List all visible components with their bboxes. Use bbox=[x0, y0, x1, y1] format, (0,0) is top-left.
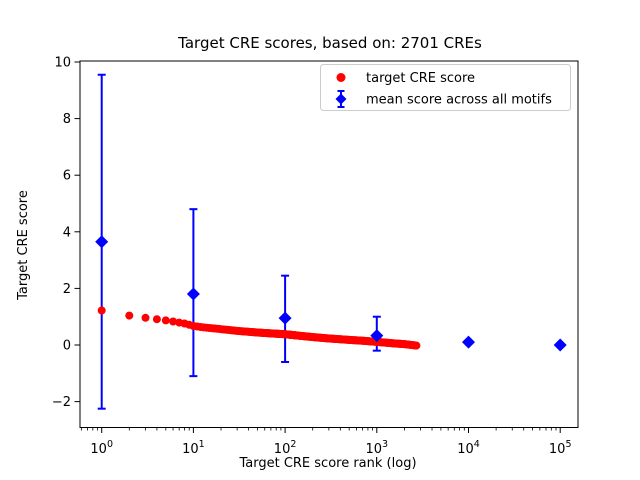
x-tick-label: 101 bbox=[182, 439, 205, 457]
y-tick-label: −2 bbox=[52, 395, 71, 410]
target-score-point bbox=[412, 341, 421, 350]
mean-score-diamond bbox=[553, 338, 567, 352]
mean-score-diamond bbox=[462, 335, 475, 349]
y-tick-label: 10 bbox=[54, 56, 71, 71]
target-score-point bbox=[152, 315, 161, 324]
y-tick-label: 8 bbox=[63, 112, 71, 127]
legend-target-score-dot-icon bbox=[336, 73, 346, 82]
mean-score-markers-layer bbox=[95, 235, 567, 352]
x-tick-label: 100 bbox=[90, 439, 113, 457]
legend-label-target-score: target CRE score bbox=[366, 71, 475, 86]
y-tick-label: 2 bbox=[63, 282, 71, 297]
y-tick-label: 4 bbox=[63, 225, 71, 240]
x-tick-label: 105 bbox=[549, 439, 572, 457]
x-axis-label: Target CRE score rank (log) bbox=[238, 456, 416, 471]
errorbar-lines-layer bbox=[97, 73, 381, 410]
target-score-point bbox=[125, 311, 134, 320]
legend: target CRE score mean score across all m… bbox=[320, 64, 571, 111]
legend-box bbox=[320, 64, 571, 111]
target-score-point bbox=[169, 317, 178, 326]
chart-title: Target CRE scores, based on: 2701 CREs bbox=[177, 34, 482, 52]
target-score-point bbox=[141, 313, 150, 322]
y-axis-label: Target CRE score bbox=[16, 190, 31, 301]
mean-score-diamond bbox=[370, 329, 384, 343]
legend-mean-score-errorbar-icon bbox=[335, 90, 347, 108]
target-score-points-layer bbox=[97, 306, 421, 350]
mean-score-diamond bbox=[186, 287, 200, 301]
x-tick-label: 102 bbox=[274, 439, 297, 457]
y-axis-ticks: −2 0 2 4 6 8 10 bbox=[52, 56, 80, 410]
mean-score-diamond bbox=[278, 311, 292, 325]
legend-label-mean-score: mean score across all motifs bbox=[366, 93, 552, 108]
y-tick-label: 0 bbox=[63, 339, 71, 354]
target-score-point bbox=[97, 306, 106, 315]
x-tick-label: 104 bbox=[457, 439, 480, 457]
mean-score-diamond bbox=[95, 235, 109, 249]
x-axis-ticks: 100 101 102 103 104 105 bbox=[80, 427, 572, 457]
x-tick-label: 103 bbox=[366, 439, 389, 457]
y-tick-label: 6 bbox=[63, 169, 71, 184]
target-score-point bbox=[161, 316, 170, 325]
plot-area-border bbox=[79, 60, 579, 428]
